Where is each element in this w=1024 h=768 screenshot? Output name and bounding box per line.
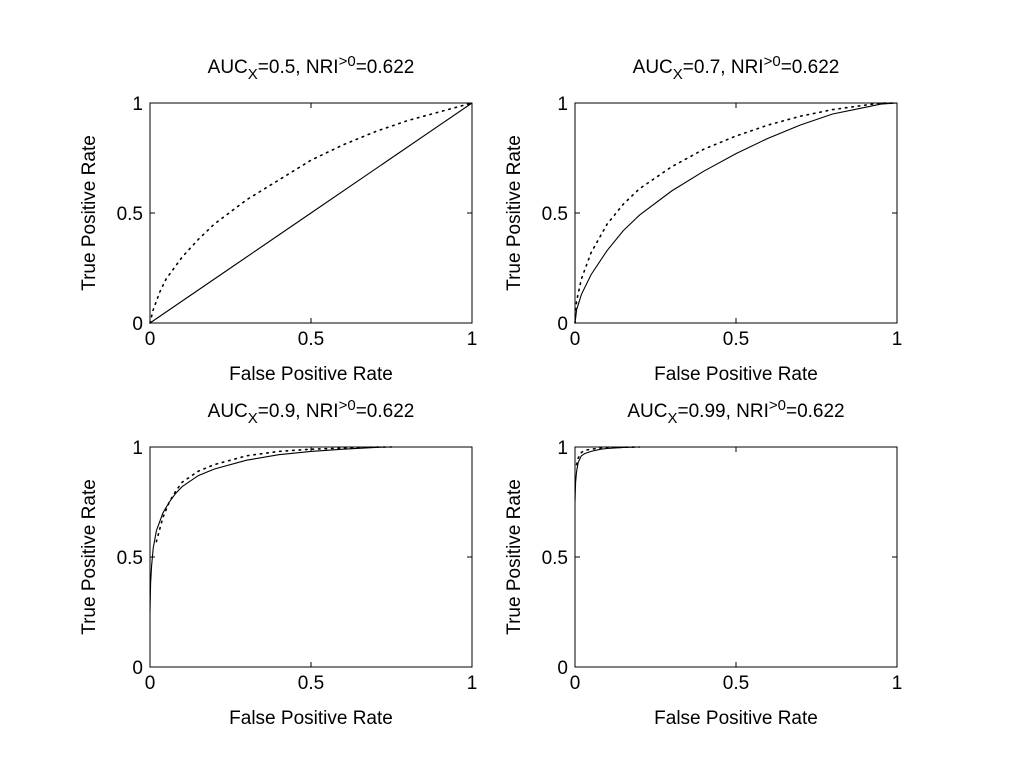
- panel-title: AUCX=0.5, NRI>0=0.622: [208, 53, 415, 83]
- y-tick-label: 0: [557, 314, 568, 335]
- roc-panel-3: 0 0.5 1 0 0.5 1 False Positive Rate True Positi…: [79, 397, 477, 729]
- title-subscript: X: [667, 410, 677, 427]
- roc-curve-solid: [149, 102, 473, 324]
- y-tick-label: 0.5: [117, 204, 143, 225]
- plot-area: [574, 102, 898, 324]
- y-tick-label: 0: [557, 658, 568, 679]
- x-tick-label: 0.5: [723, 329, 749, 350]
- title-nri: =0.7, NRI: [683, 57, 764, 78]
- x-tick-label: 1: [467, 329, 478, 350]
- plot-area: [574, 446, 898, 668]
- y-tick-label: 0: [132, 314, 143, 335]
- x-tick-label: 0.5: [298, 329, 324, 350]
- roc-panel-2: 0 0.5 1 0 0.5 1 False Positive Rate True Positi…: [504, 53, 902, 385]
- title-value: =0.622: [786, 401, 845, 422]
- title-nri: =0.99, NRI: [678, 401, 769, 422]
- x-tick-label: 0.5: [298, 673, 324, 694]
- title-auc: AUC: [208, 57, 248, 78]
- title-subscript: X: [248, 66, 258, 83]
- panel-title: AUCX=0.99, NRI>0=0.622: [627, 397, 844, 427]
- y-tick-label: 0: [132, 658, 143, 679]
- title-auc: AUC: [208, 401, 248, 422]
- x-tick-label: 0: [145, 673, 156, 694]
- title-nri: =0.5, NRI: [258, 57, 339, 78]
- y-axis-label: True Positive Rate: [79, 135, 100, 291]
- title-subscript: X: [248, 410, 258, 427]
- roc-curve-dotted: [574, 102, 898, 324]
- title-nri: =0.9, NRI: [258, 401, 339, 422]
- x-tick-label: 0: [570, 673, 581, 694]
- y-tick-label: 1: [132, 94, 143, 115]
- panel-title: AUCX=0.9, NRI>0=0.622: [208, 397, 415, 427]
- title-superscript: >0: [769, 397, 786, 414]
- y-tick-label: 0.5: [542, 204, 568, 225]
- title-auc: AUC: [633, 57, 673, 78]
- x-axis-label: False Positive Rate: [229, 364, 393, 385]
- x-tick-label: 1: [892, 673, 903, 694]
- plot-area: [149, 446, 473, 668]
- title-superscript: >0: [339, 397, 356, 414]
- y-tick-label: 1: [132, 438, 143, 459]
- x-tick-label: 1: [892, 329, 903, 350]
- panel-title: AUCX=0.7, NRI>0=0.622: [633, 53, 840, 83]
- x-tick-label: 0: [145, 329, 156, 350]
- title-subscript: X: [673, 66, 683, 83]
- x-tick-label: 0: [570, 329, 581, 350]
- y-tick-label: 0.5: [117, 548, 143, 569]
- y-tick-label: 1: [557, 94, 568, 115]
- y-tick-label: 0.5: [542, 548, 568, 569]
- roc-curve-solid: [149, 446, 392, 613]
- title-auc: AUC: [627, 401, 667, 422]
- title-superscript: >0: [764, 53, 781, 70]
- x-tick-label: 1: [467, 673, 478, 694]
- y-axis-label: True Positive Rate: [504, 479, 525, 635]
- x-axis-label: False Positive Rate: [654, 708, 818, 729]
- y-tick-label: 1: [557, 438, 568, 459]
- roc-panel-1: 0 0.5 1 0 0.5 1 False Positive Rate True Positi…: [79, 53, 477, 385]
- roc-panel-4: 0 0.5 1 0 0.5 1 False Positive Rate True Positi…: [504, 397, 902, 729]
- title-value: =0.622: [356, 57, 415, 78]
- x-axis-label: False Positive Rate: [229, 708, 393, 729]
- y-axis-label: True Positive Rate: [504, 135, 525, 291]
- x-axis-label: False Positive Rate: [654, 364, 818, 385]
- y-axis-label: True Positive Rate: [79, 479, 100, 635]
- title-superscript: >0: [339, 53, 356, 70]
- title-value: =0.622: [356, 401, 415, 422]
- x-tick-label: 0.5: [723, 673, 749, 694]
- title-value: =0.622: [781, 57, 840, 78]
- roc-curve-solid: [574, 102, 898, 324]
